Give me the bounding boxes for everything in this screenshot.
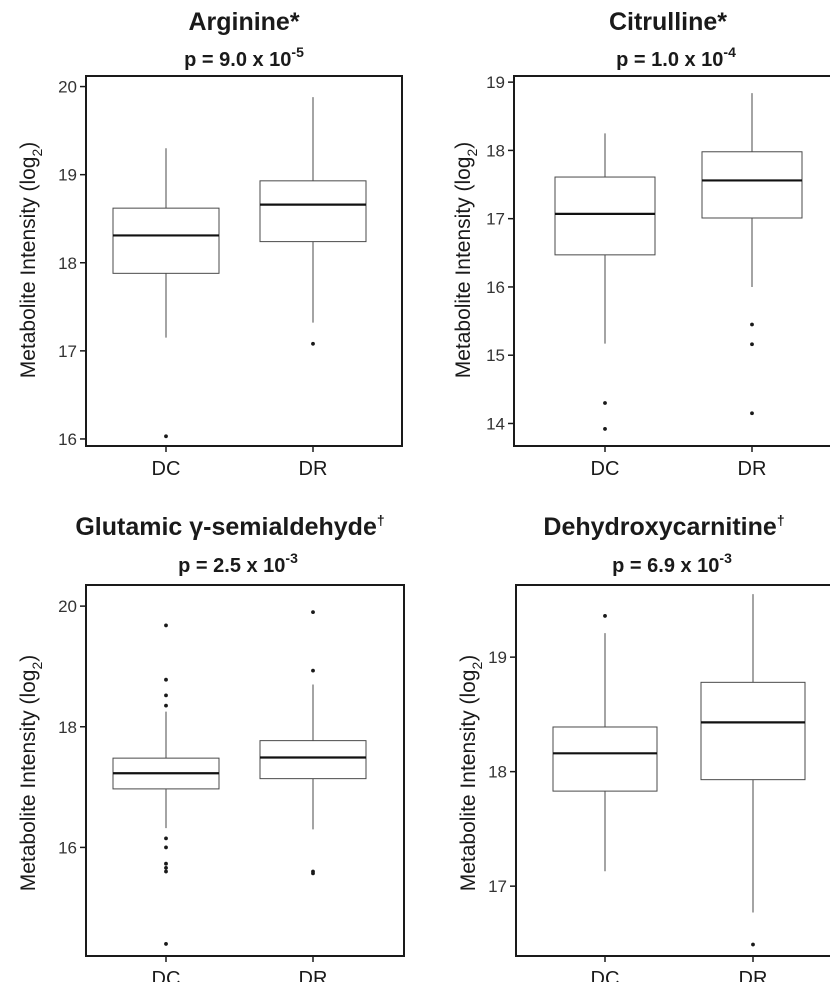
y-axis-label: Metabolite Intensity (log2) [452,142,480,379]
plot-area: 16 17 18 19 20 DC DR [58,78,367,480]
outlier-point [164,845,168,850]
chart-title: Arginine* [188,8,299,36]
outlier-point [750,342,754,347]
y-tick-label: 15 [486,346,505,365]
x-tick-label: DR [738,458,767,480]
p-value: p = 9.0 x 10-5 [184,44,304,71]
y-axis-label: Metabolite Intensity (log2) [17,142,45,379]
y-tick-label: 17 [58,342,77,361]
y-tick-label: 19 [58,166,77,185]
outlier-point [603,614,607,618]
outlier-point [164,836,168,841]
x-tick-label: DC [152,458,181,480]
y-tick-label: 16 [486,278,505,297]
title-dagger: † [377,512,385,528]
y-tick-label: 17 [486,210,505,229]
y-tick-label: 14 [486,414,505,433]
x-tick-label: DR [739,968,768,982]
panel-citrulline: Citrulline* p = 1.0 x 10-4 Metabolite In… [452,8,830,480]
outlier-point [311,871,315,876]
p-value-exponent: -4 [723,44,736,60]
p-value-base: p = 2.5 x 10 [178,555,285,577]
p-value-exponent: -3 [285,550,298,566]
p-value-base: p = 1.0 x 10 [616,49,723,71]
x-tick-label: DC [152,968,181,982]
y-tick-label: 18 [488,763,507,782]
panel-glutamic-semialdehyde: Glutamic γ-semialdehyde† p = 2.5 x 10-3 … [17,512,405,982]
outlier-point [164,869,168,874]
iqr-box [259,740,367,780]
plot-area: 17 18 19 DC DR [488,594,806,982]
outlier-point [311,610,315,615]
iqr-box [552,726,658,792]
title-text: Dehydroxycarnitine [543,513,777,541]
y-tick-label: 20 [58,597,77,616]
iqr-box [700,681,806,781]
outlier-point [164,693,168,698]
outlier-point [164,703,168,708]
chart-title: Dehydroxycarnitine† [543,512,784,541]
outlier-point [164,623,168,628]
outlier-point [750,322,754,327]
y-tick-label: 16 [58,430,77,449]
outlier-point [164,866,168,870]
outlier-point [164,942,168,946]
panel-arginine: Arginine* p = 9.0 x 10-5 Metabolite Inte… [17,8,403,480]
plot-panel-border [515,584,830,957]
outlier-point [603,427,607,431]
plot-panel-border [85,75,403,447]
x-tick-label: DC [591,968,620,982]
y-axis-label: Metabolite Intensity (log2) [17,655,45,892]
outlier-point [164,861,168,866]
outlier-point [164,434,168,439]
iqr-box [112,207,220,274]
title-text: Glutamic γ-semialdehyde [75,513,377,541]
p-value: p = 1.0 x 10-4 [616,44,736,71]
title-dagger: † [777,512,785,528]
outlier-point [751,942,755,947]
plot-area: 16 18 20 DC DR [58,597,367,982]
y-tick-label: 18 [58,254,77,273]
y-tick-label: 19 [488,648,507,667]
y-tick-label: 20 [58,78,77,97]
outlier-point [603,401,607,405]
x-tick-label: DC [591,458,620,480]
chart-title: Glutamic γ-semialdehyde† [75,512,384,541]
p-value: p = 2.5 x 10-3 [178,550,298,577]
p-value: p = 6.9 x 10-3 [612,550,732,577]
x-tick-label: DR [299,968,328,982]
y-tick-label: 19 [486,73,505,92]
x-tick-label: DR [299,458,328,480]
outlier-point [750,411,754,416]
plot-panel-border [85,584,405,957]
iqr-box [554,176,656,256]
panel-dehydroxycarnitine: Dehydroxycarnitine† p = 6.9 x 10-3 Metab… [457,512,830,982]
plot-area: 14 15 16 17 18 19 DC DR [486,73,803,480]
y-tick-label: 17 [488,877,507,896]
y-tick-label: 16 [58,838,77,857]
p-value-base: p = 9.0 x 10 [184,49,291,71]
y-axis-label: Metabolite Intensity (log2) [457,655,485,892]
chart-title: Citrulline* [609,8,727,36]
y-tick-label: 18 [486,141,505,160]
p-value-exponent: -3 [719,550,732,566]
iqr-box [259,180,367,243]
p-value-exponent: -5 [291,44,304,60]
outlier-point [164,677,168,682]
outlier-point [311,668,315,673]
plot-panel-border [513,75,830,447]
y-tick-label: 18 [58,718,77,737]
iqr-box [701,151,803,219]
p-value-base: p = 6.9 x 10 [612,555,719,577]
outlier-point [311,341,315,346]
